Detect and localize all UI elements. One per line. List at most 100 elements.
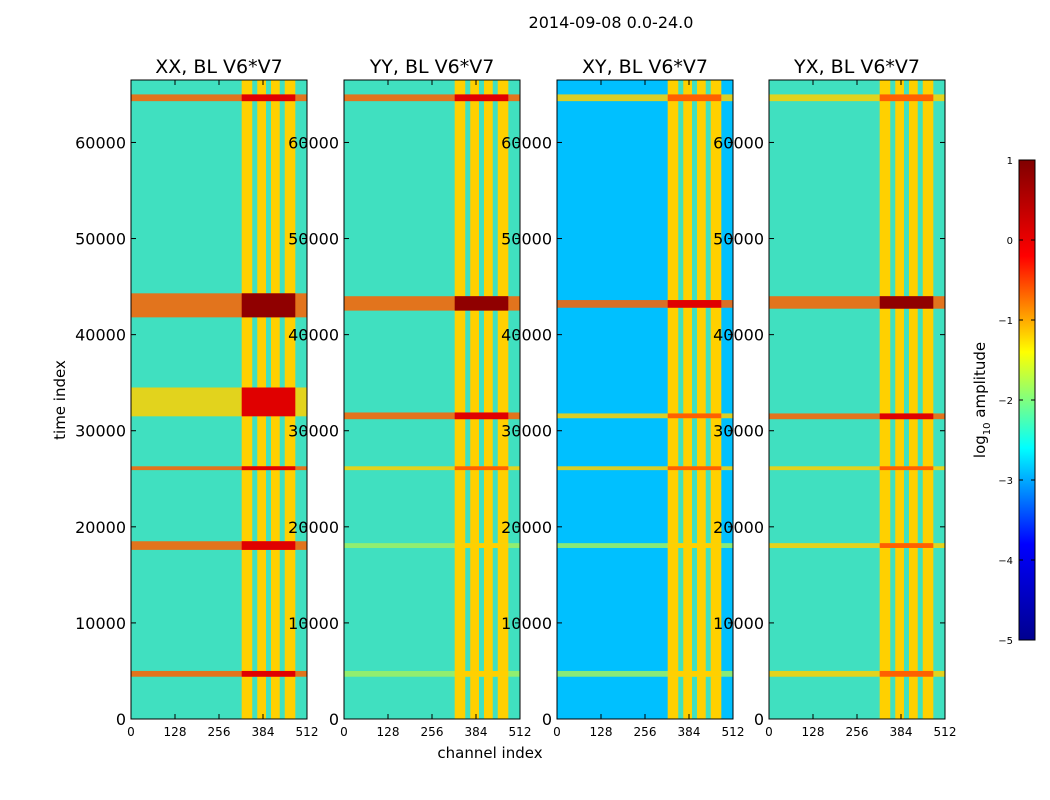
y-tick-label: 30000 — [75, 422, 126, 441]
y-tick-label: 10000 — [75, 614, 126, 633]
y-tick-label: 20000 — [288, 518, 339, 537]
time-band — [344, 670, 520, 677]
time-band-rfi — [667, 670, 722, 677]
colorbar-ticks: 1 0 −1 −2 −3 −4 −5 — [998, 156, 1035, 647]
time-band-rfi — [454, 94, 509, 102]
y-tick-label: 30000 — [501, 422, 552, 441]
colorbar-label: log10 amplitude — [971, 342, 993, 458]
time-band — [769, 94, 945, 102]
time-band — [344, 412, 520, 420]
x-tick-label: 256 — [208, 725, 231, 739]
y-tick-label: 0 — [754, 710, 764, 729]
x-tick-label: 512 — [296, 725, 319, 739]
panel-title: XX, BL V6*V7 — [155, 56, 282, 78]
y-tick-label: 10000 — [501, 614, 552, 633]
y-tick-label: 0 — [329, 710, 339, 729]
y-tick-label: 50000 — [713, 230, 764, 249]
time-band — [769, 466, 945, 471]
y-tick-label: 0 — [116, 710, 126, 729]
time-band-rfi — [454, 296, 509, 311]
rfi-channel-gap — [465, 80, 471, 719]
colorbar-tick-label: −5 — [998, 636, 1013, 647]
time-band — [769, 670, 945, 677]
panel-3: YX, BL V6*V7 0 10000 20000 30000 40000 50000 60… — [713, 56, 956, 739]
y-tick-label: 20000 — [713, 518, 764, 537]
y-tick-label: 10000 — [288, 614, 339, 633]
x-tick-label: 0 — [553, 725, 561, 739]
colorbar-tick-label: −4 — [998, 556, 1013, 567]
time-band-rfi — [879, 543, 934, 548]
time-band-rfi — [667, 413, 722, 419]
y-tick-label: 60000 — [713, 133, 764, 152]
time-band — [344, 94, 520, 102]
time-band — [557, 543, 733, 548]
x-tick-label: 512 — [509, 725, 532, 739]
y-tick-label: 40000 — [713, 326, 764, 345]
rfi-channel-gap — [705, 80, 711, 719]
x-tick-label: 128 — [802, 725, 825, 739]
time-band-rfi — [879, 466, 934, 471]
time-band — [769, 413, 945, 420]
time-band-rfi — [241, 541, 296, 550]
y-tick-label: 60000 — [501, 133, 552, 152]
colorbar-tick-label: −1 — [998, 316, 1013, 327]
time-band-rfi — [454, 670, 509, 677]
rfi-channel-gap — [890, 80, 896, 719]
y-tick-label: 50000 — [288, 230, 339, 249]
time-band-rfi — [879, 94, 934, 102]
y-tick-label: 40000 — [288, 326, 339, 345]
time-band-rfi — [879, 413, 934, 420]
panel-2: XY, BL V6*V7 0 10000 20000 30000 40000 50000 60… — [501, 56, 744, 739]
time-band — [557, 413, 733, 419]
panel-title: XY, BL V6*V7 — [582, 56, 708, 78]
x-tick-label: 128 — [377, 725, 400, 739]
colorbar-label-sub: 10 — [982, 422, 993, 435]
time-band-rfi — [667, 466, 722, 471]
colorbar: 10 −1 −2 −3 −4 −5 log10 amplitude — [971, 156, 1036, 647]
time-band-rfi — [241, 466, 296, 471]
rfi-channel-gap — [678, 80, 684, 719]
x-tick-label: 384 — [252, 725, 275, 739]
y-tick-label: 40000 — [75, 326, 126, 345]
y-tick-label: 30000 — [288, 422, 339, 441]
x-tick-label: 256 — [421, 725, 444, 739]
time-band-rfi — [454, 412, 509, 420]
x-tick-label: 384 — [465, 725, 488, 739]
x-tick-label: 256 — [846, 725, 869, 739]
x-tick-label: 256 — [634, 725, 657, 739]
colorbar-tick-label: 0 — [1007, 236, 1013, 247]
x-tick-label: 0 — [340, 725, 348, 739]
colorbar-tick-label: −3 — [998, 476, 1013, 487]
time-band-rfi — [241, 387, 296, 417]
y-tick-label: 30000 — [713, 422, 764, 441]
panel-0: XX, BL V6*V7 0 10000 20000 30000 40000 50000 60… — [75, 56, 318, 739]
y-tick-label: 40000 — [501, 326, 552, 345]
y-tick-label: 10000 — [713, 614, 764, 633]
time-band-rfi — [241, 670, 296, 677]
y-tick-label: 60000 — [75, 133, 126, 152]
rfi-channel-gap — [904, 80, 909, 719]
time-band-rfi — [667, 300, 722, 308]
time-band-rfi — [454, 466, 509, 471]
colorbar-label-rest: amplitude — [971, 342, 989, 423]
x-tick-label: 0 — [127, 725, 135, 739]
time-band — [344, 466, 520, 471]
colorbar-tick-label: −2 — [998, 396, 1013, 407]
time-band — [557, 94, 733, 102]
rfi-channel-gap — [917, 80, 923, 719]
time-band-rfi — [454, 543, 509, 548]
time-band-rfi — [667, 543, 722, 548]
x-tick-label: 512 — [722, 725, 745, 739]
rfi-channel-gap — [692, 80, 697, 719]
time-band-rfi — [879, 296, 934, 309]
time-band-rfi — [879, 670, 934, 677]
x-axis-label: channel index — [437, 744, 542, 762]
time-band-rfi — [667, 94, 722, 102]
panel-title: YX, BL V6*V7 — [793, 56, 920, 78]
y-axis-label: time index — [51, 360, 69, 440]
y-tick-label: 50000 — [501, 230, 552, 249]
time-band — [344, 543, 520, 548]
panel-1: YY, BL V6*V7 0 10000 20000 30000 40000 50000 60… — [288, 56, 531, 739]
x-tick-label: 128 — [590, 725, 613, 739]
